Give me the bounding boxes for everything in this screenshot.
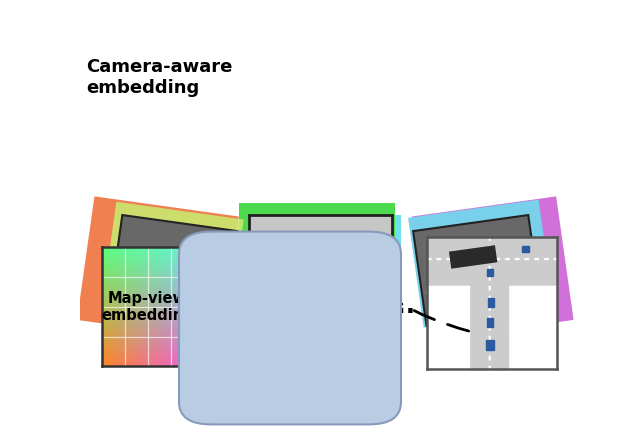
Polygon shape <box>101 202 244 326</box>
Polygon shape <box>109 215 237 326</box>
Polygon shape <box>439 240 515 292</box>
Polygon shape <box>412 196 573 340</box>
Text: Map-view
embedding: Map-view embedding <box>101 290 194 323</box>
Text: Camera-aware
embedding: Camera-aware embedding <box>86 58 232 97</box>
Polygon shape <box>190 291 202 300</box>
Polygon shape <box>136 264 147 273</box>
Polygon shape <box>161 287 173 296</box>
Polygon shape <box>449 245 497 269</box>
Polygon shape <box>239 203 395 328</box>
Text: Cross-View
Transformer: Cross-View Transformer <box>243 287 367 326</box>
Polygon shape <box>413 215 541 326</box>
Polygon shape <box>247 215 401 338</box>
Polygon shape <box>77 196 239 340</box>
Polygon shape <box>193 272 205 281</box>
Polygon shape <box>164 268 176 277</box>
Text: ...: ... <box>388 294 416 319</box>
Polygon shape <box>408 200 554 327</box>
Polygon shape <box>133 283 145 292</box>
